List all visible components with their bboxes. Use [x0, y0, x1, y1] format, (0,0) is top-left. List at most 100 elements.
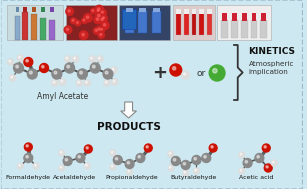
Bar	[199, 13, 204, 35]
Bar	[207, 9, 212, 14]
Text: Acetaldehyde: Acetaldehyde	[53, 175, 96, 180]
Circle shape	[95, 29, 97, 31]
Circle shape	[93, 27, 100, 34]
Circle shape	[101, 15, 107, 21]
Circle shape	[245, 160, 247, 163]
Circle shape	[24, 143, 32, 151]
Circle shape	[264, 146, 266, 148]
Bar	[153, 8, 160, 12]
Circle shape	[103, 69, 113, 79]
Circle shape	[240, 169, 242, 171]
Circle shape	[86, 164, 87, 166]
Circle shape	[65, 63, 75, 73]
Circle shape	[96, 18, 99, 20]
Circle shape	[76, 153, 85, 163]
Polygon shape	[261, 13, 266, 17]
FancyArrow shape	[121, 102, 137, 118]
Circle shape	[14, 63, 23, 73]
Circle shape	[94, 15, 102, 24]
Circle shape	[262, 144, 270, 152]
Bar	[40, 18, 46, 40]
Circle shape	[209, 65, 225, 81]
Circle shape	[110, 150, 116, 156]
Circle shape	[59, 150, 65, 156]
Circle shape	[272, 161, 274, 163]
Circle shape	[83, 19, 85, 21]
Circle shape	[97, 8, 100, 11]
Bar	[126, 8, 133, 12]
Circle shape	[26, 145, 28, 147]
Circle shape	[101, 29, 103, 30]
Circle shape	[61, 80, 63, 82]
Circle shape	[71, 18, 76, 24]
Circle shape	[77, 69, 87, 79]
Circle shape	[19, 56, 21, 58]
Circle shape	[96, 8, 101, 14]
Circle shape	[98, 57, 100, 59]
Circle shape	[64, 26, 72, 34]
Circle shape	[67, 65, 70, 68]
Circle shape	[24, 153, 33, 163]
Bar	[139, 8, 146, 12]
Circle shape	[95, 12, 103, 20]
Circle shape	[243, 159, 252, 167]
Circle shape	[239, 152, 245, 158]
Circle shape	[24, 57, 33, 67]
Bar	[217, 5, 271, 40]
Circle shape	[29, 71, 32, 74]
Circle shape	[84, 145, 92, 153]
Circle shape	[26, 60, 28, 62]
Circle shape	[169, 166, 171, 168]
Polygon shape	[242, 13, 247, 17]
Circle shape	[173, 67, 176, 70]
Circle shape	[144, 144, 152, 152]
Circle shape	[204, 156, 206, 158]
Circle shape	[96, 26, 103, 33]
Bar	[242, 13, 247, 21]
Text: PRODUCTS: PRODUCTS	[97, 122, 161, 132]
Circle shape	[184, 171, 186, 173]
Circle shape	[113, 156, 122, 164]
Circle shape	[41, 65, 44, 68]
Bar	[50, 7, 54, 12]
Bar	[184, 13, 188, 35]
Circle shape	[240, 153, 242, 155]
Circle shape	[146, 146, 148, 148]
Bar	[22, 12, 28, 40]
Circle shape	[92, 10, 94, 11]
Bar	[184, 9, 188, 14]
Polygon shape	[222, 13, 227, 17]
Circle shape	[127, 161, 130, 164]
Circle shape	[211, 146, 213, 148]
Circle shape	[9, 60, 11, 62]
Circle shape	[113, 80, 115, 82]
Bar	[199, 9, 204, 14]
Circle shape	[7, 59, 14, 65]
Bar	[16, 7, 19, 12]
Circle shape	[60, 166, 62, 168]
Circle shape	[52, 80, 58, 86]
Circle shape	[19, 164, 21, 166]
Circle shape	[60, 151, 62, 153]
Circle shape	[138, 156, 140, 158]
Circle shape	[103, 17, 104, 19]
Circle shape	[40, 64, 49, 73]
Text: Propionaldehyde: Propionaldehyde	[105, 175, 158, 180]
Circle shape	[170, 64, 182, 76]
Circle shape	[104, 80, 110, 86]
Circle shape	[183, 73, 186, 75]
Circle shape	[255, 153, 264, 163]
Bar	[7, 5, 63, 40]
Circle shape	[78, 81, 80, 83]
Bar	[66, 5, 117, 40]
Circle shape	[195, 169, 196, 171]
Circle shape	[91, 57, 92, 59]
Circle shape	[74, 57, 76, 59]
Bar	[231, 20, 238, 38]
Circle shape	[33, 163, 39, 169]
Circle shape	[90, 63, 100, 73]
Circle shape	[86, 81, 87, 83]
Circle shape	[82, 33, 84, 36]
Circle shape	[66, 57, 68, 59]
Text: Formaldehyde: Formaldehyde	[6, 175, 51, 180]
